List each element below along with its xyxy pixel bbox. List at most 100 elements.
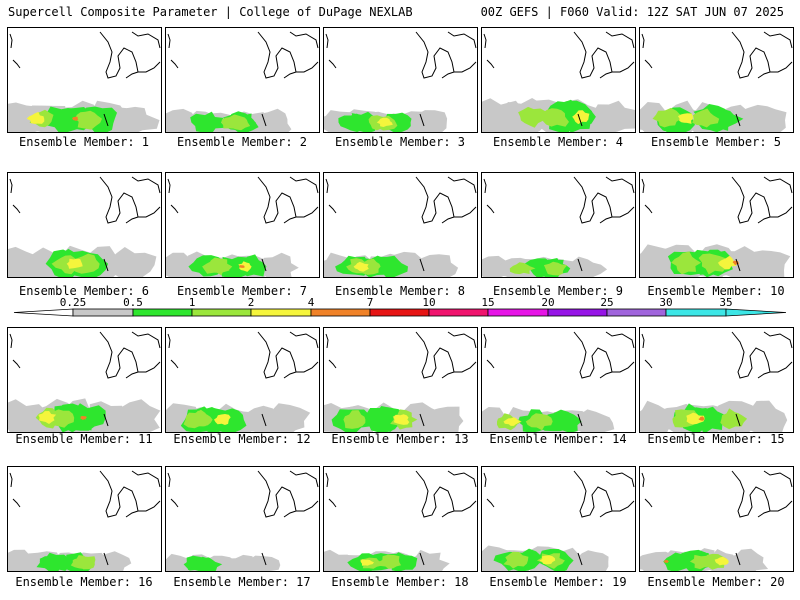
coastline xyxy=(325,176,477,272)
ensemble-member-panel xyxy=(639,27,794,133)
legend-tick-label: 15 xyxy=(481,297,494,309)
ensemble-member-panel xyxy=(481,327,636,433)
coastline xyxy=(9,470,161,566)
legend-tick-label: 0.5 xyxy=(123,297,143,309)
ensemble-member-panel xyxy=(165,27,320,133)
ensemble-member-panel xyxy=(165,327,320,433)
scp-contours xyxy=(166,251,299,277)
ensemble-member-label: Ensemble Member: 12 xyxy=(173,432,311,446)
legend-high-arrow xyxy=(725,308,787,317)
page-title: Supercell Composite Parameter | College … xyxy=(8,5,413,19)
coastline xyxy=(325,331,477,427)
ensemble-member-panel xyxy=(7,27,162,133)
scp-contours xyxy=(8,245,157,277)
ensemble-member-label: Ensemble Member: 17 xyxy=(173,575,311,589)
coastline xyxy=(167,31,319,127)
ensemble-member-label: Ensemble Member: 8 xyxy=(334,284,466,298)
legend-bin xyxy=(250,308,312,317)
ensemble-member-label: Ensemble Member: 6 xyxy=(18,284,150,298)
ensemble-member-label: Ensemble Member: 1 xyxy=(18,135,150,149)
scp-contours xyxy=(166,553,281,571)
scp-map xyxy=(640,331,793,432)
scp-contours xyxy=(166,108,292,132)
scp-contours xyxy=(8,549,132,571)
scp-contours xyxy=(640,100,787,132)
coastline xyxy=(167,470,319,566)
scp-map xyxy=(482,331,635,432)
ensemble-member-panel xyxy=(481,466,636,572)
color-legend: 0.25 0.5 1 2 4 7 10 15 20 25 30 35 xyxy=(13,297,787,317)
ensemble-member-label: Ensemble Member: 10 xyxy=(647,284,785,298)
scp-map xyxy=(324,31,477,132)
coastline xyxy=(483,31,635,127)
scp-contours xyxy=(324,109,448,132)
ensemble-member-label: Ensemble Member: 4 xyxy=(492,135,624,149)
scp-map xyxy=(8,176,161,277)
scp-map xyxy=(8,31,161,132)
ensemble-member-panel xyxy=(639,327,794,433)
legend-tick-label: 1 xyxy=(189,297,196,309)
scp-contours xyxy=(324,402,464,432)
ensemble-member-label: Ensemble Member: 2 xyxy=(176,135,308,149)
scp-map xyxy=(8,470,161,571)
scp-map xyxy=(482,176,635,277)
ensemble-member-label: Ensemble Member: 9 xyxy=(492,284,624,298)
legend-bin xyxy=(191,308,252,317)
ensemble-member-label: Ensemble Member: 5 xyxy=(650,135,782,149)
ensemble-member-label: Ensemble Member: 15 xyxy=(647,432,785,446)
coastline xyxy=(641,31,793,127)
ensemble-member-panel xyxy=(639,172,794,278)
coastline xyxy=(483,331,635,427)
legend-tick-label: 4 xyxy=(308,297,315,309)
coastline xyxy=(641,470,793,566)
ensemble-member-label: Ensemble Member: 14 xyxy=(489,432,627,446)
ensemble-member-panel xyxy=(481,27,636,133)
coastline xyxy=(641,176,793,272)
legend-bin xyxy=(547,308,608,317)
ensemble-member-label: Ensemble Member: 16 xyxy=(15,575,153,589)
scp-map xyxy=(166,470,319,571)
scp-map xyxy=(8,331,161,432)
scp-contours xyxy=(640,244,791,277)
coastline xyxy=(9,331,161,427)
coastline xyxy=(167,331,319,427)
coastline xyxy=(641,331,793,427)
legend-tick-label: 7 xyxy=(367,297,374,309)
coastline xyxy=(9,176,161,272)
scp-contours xyxy=(640,400,788,432)
ensemble-member-panel xyxy=(7,466,162,572)
ensemble-member-panel xyxy=(323,27,478,133)
coastline xyxy=(483,470,635,566)
legend-tick-label: 30 xyxy=(659,297,672,309)
ensemble-member-label: Ensemble Member: 13 xyxy=(331,432,469,446)
legend-tick-label: 0.25 xyxy=(60,297,87,309)
legend-bin xyxy=(132,308,193,317)
ensemble-member-panel xyxy=(7,172,162,278)
scp-contours xyxy=(482,545,609,571)
coastline xyxy=(9,31,161,127)
scp-map xyxy=(166,331,319,432)
ensemble-member-panel xyxy=(7,327,162,433)
ensemble-member-label: Ensemble Member: 3 xyxy=(334,135,466,149)
scp-map xyxy=(640,470,793,571)
legend-tick-label: 35 xyxy=(719,297,732,309)
coastline xyxy=(325,470,477,566)
scp-map xyxy=(324,331,477,432)
coastline xyxy=(325,31,477,127)
legend-bin xyxy=(487,308,549,317)
ensemble-member-panel xyxy=(165,466,320,572)
ensemble-member-label: Ensemble Member: 7 xyxy=(176,284,308,298)
scp-map xyxy=(640,31,793,132)
scp-contours xyxy=(482,255,608,277)
legend-bin xyxy=(72,308,134,317)
legend-bin xyxy=(369,308,430,317)
legend-bin xyxy=(606,308,667,317)
scp-contours xyxy=(8,100,160,132)
legend-tick-label: 25 xyxy=(600,297,613,309)
scp-contours xyxy=(324,549,450,571)
model-valid-time: 00Z GEFS | F060 Valid: 12Z SAT JUN 07 20… xyxy=(480,5,784,19)
ensemble-member-label: Ensemble Member: 18 xyxy=(331,575,469,589)
ensemble-member-panel xyxy=(481,172,636,278)
ensemble-member-panel xyxy=(323,466,478,572)
scp-contours xyxy=(640,548,769,571)
